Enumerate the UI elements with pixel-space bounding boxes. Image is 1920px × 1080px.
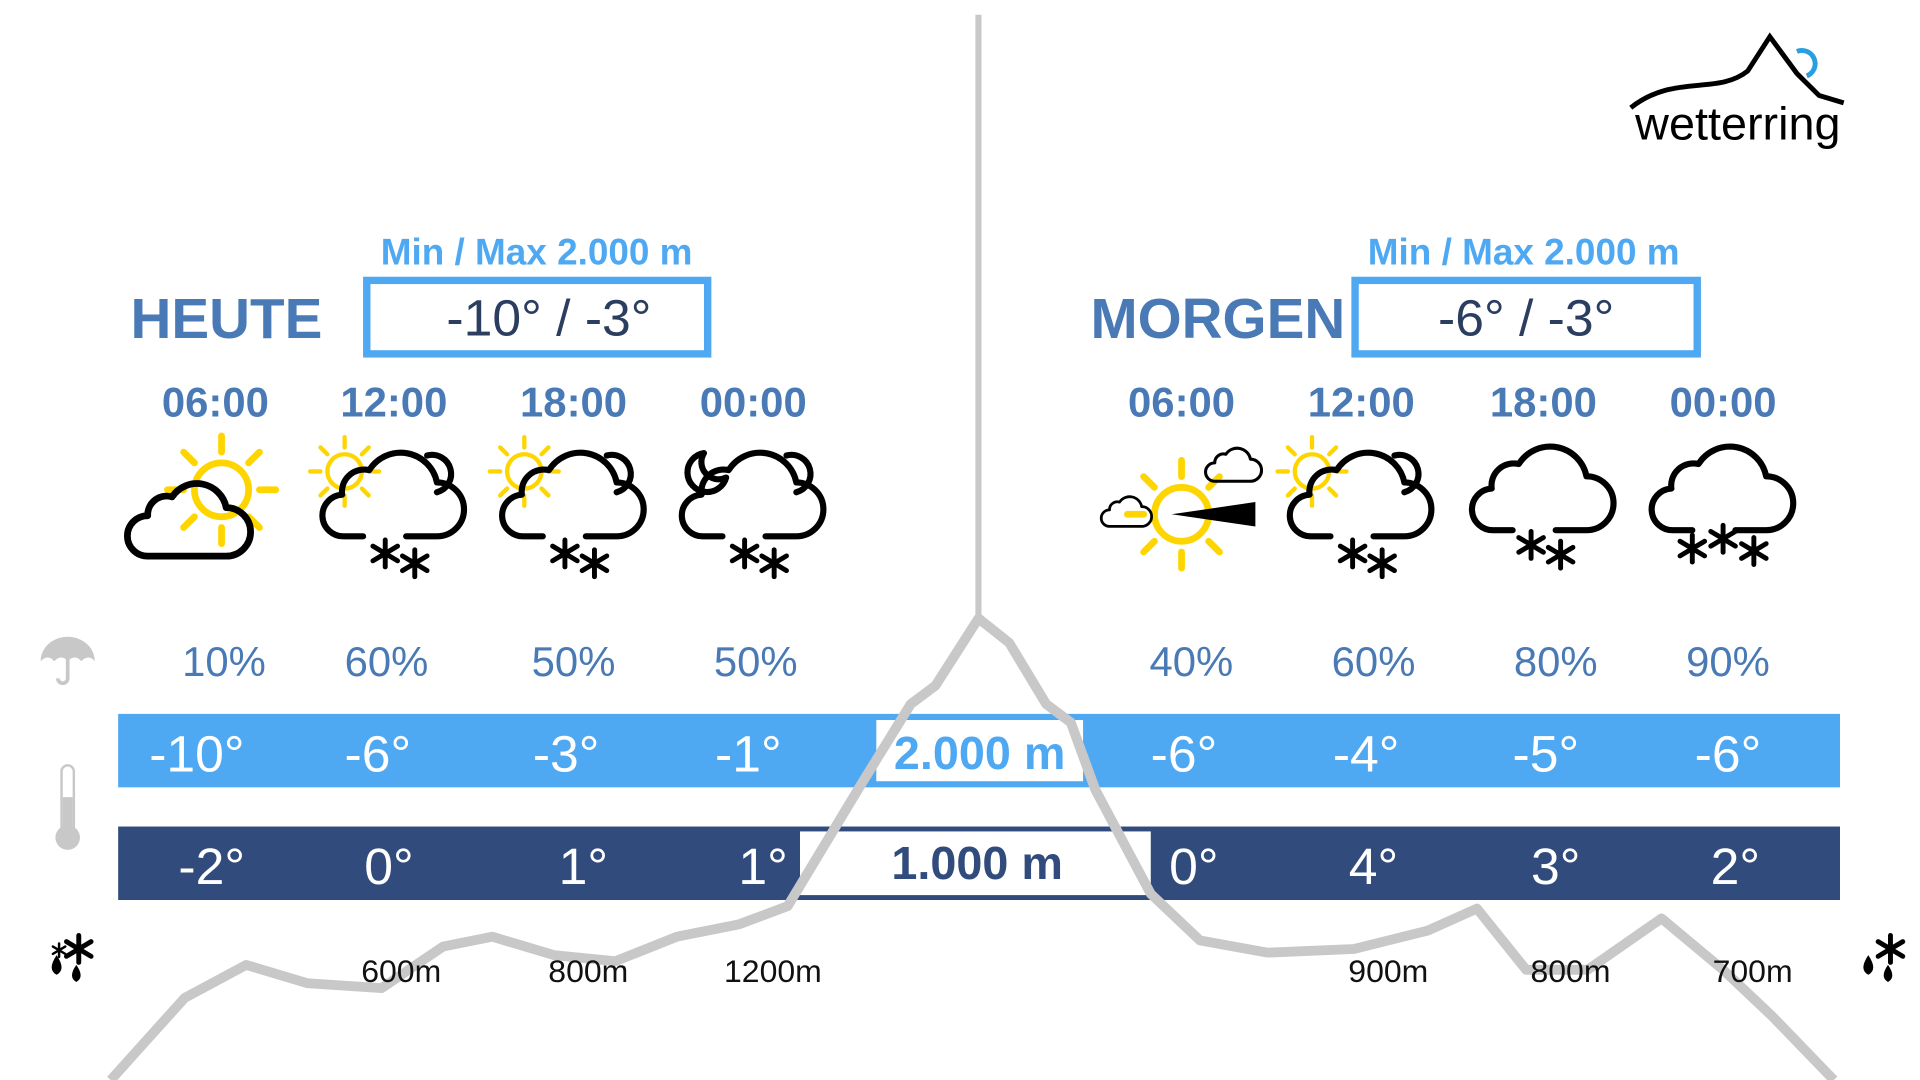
- cloud-snow-icon: [1472, 447, 1614, 569]
- time-label: 06:00: [162, 378, 269, 425]
- today-minmax-value: -10° / -3°: [446, 289, 651, 347]
- altitude-box-1000: [800, 831, 1151, 896]
- snow-rain-icon: [51, 936, 91, 983]
- precip-probability: 60%: [345, 638, 429, 685]
- precip-probability: 80%: [1514, 638, 1598, 685]
- precip-probability: 40%: [1150, 638, 1234, 685]
- temp-2000m: -1°: [715, 725, 782, 783]
- cloud-heavy-snow-icon: [1652, 447, 1794, 565]
- temp-2000m: -6°: [1695, 725, 1762, 783]
- time-label: 06:00: [1128, 378, 1235, 425]
- precip-probability: 90%: [1686, 638, 1770, 685]
- altitude-label-low: 1.000 m: [891, 837, 1063, 889]
- sun-cloud-snow-icon: [310, 437, 464, 577]
- today-minmax-label: Min / Max 2.000 m: [381, 232, 693, 273]
- precip-probability: 60%: [1332, 638, 1416, 685]
- thermometer-icon: [55, 764, 80, 850]
- sun-wind-cloud-icon: [1099, 446, 1264, 568]
- snowline-altitude: 1200m: [724, 953, 822, 989]
- temp-2000m: -10°: [149, 725, 244, 783]
- snowline-altitude: 700m: [1713, 953, 1793, 989]
- snowline-altitude: 900m: [1348, 953, 1428, 989]
- time-label: 00:00: [1670, 378, 1777, 425]
- tomorrow-label: MORGEN: [1090, 287, 1345, 350]
- wetterring-logo: wetterring: [1629, 32, 1845, 150]
- snowline-altitude: 800m: [1530, 953, 1610, 989]
- snowline-altitude: 800m: [548, 953, 628, 989]
- mountain-silhouette: [107, 613, 1838, 1080]
- umbrella-icon: [40, 636, 95, 686]
- time-label: 00:00: [700, 378, 807, 425]
- time-label: 18:00: [520, 378, 627, 425]
- tomorrow-minmax-value: -6° / -3°: [1438, 289, 1614, 347]
- sun-cloud-snow-icon: [1278, 437, 1432, 577]
- time-label: 12:00: [1308, 378, 1415, 425]
- temp-1000m: 0°: [1169, 837, 1218, 895]
- tomorrow-minmax-label: Min / Max 2.000 m: [1368, 232, 1680, 273]
- temp-2000m: -3°: [533, 725, 600, 783]
- tomorrow-minmax-box: [1351, 276, 1701, 358]
- brand-name: wetterring: [1634, 98, 1840, 150]
- altitude-label-high: 2.000 m: [894, 727, 1066, 779]
- altitude-box-2000: [876, 720, 1084, 782]
- sun-cloud-snow-icon: [490, 437, 644, 577]
- temp-1000m: 1°: [738, 837, 787, 895]
- temp-1000m: -2°: [178, 837, 245, 895]
- moon-cloud-snow-icon: [682, 453, 824, 577]
- temp-1000m: 1°: [559, 837, 608, 895]
- time-label: 18:00: [1490, 378, 1597, 425]
- today-label: HEUTE: [130, 287, 322, 350]
- temp-1000m: 4°: [1349, 837, 1398, 895]
- temp-2000m: -6°: [1151, 725, 1218, 783]
- temp-1000m: 0°: [364, 837, 413, 895]
- today-minmax-box: [363, 276, 712, 358]
- sun-behind-cloud-icon: [127, 436, 275, 556]
- snowline-altitude: 600m: [361, 953, 441, 989]
- precip-probability: 50%: [532, 638, 616, 685]
- temp-1000m: 2°: [1711, 837, 1760, 895]
- temp-2000m: -5°: [1513, 725, 1580, 783]
- precip-probability: 50%: [714, 638, 798, 685]
- precip-probability: 10%: [182, 638, 266, 685]
- time-label: 12:00: [340, 378, 447, 425]
- temp-2000m: -6°: [345, 725, 412, 783]
- temp-1000m: 3°: [1531, 837, 1580, 895]
- temp-2000m: -4°: [1333, 725, 1400, 783]
- snow-rain-icon: [1863, 936, 1902, 983]
